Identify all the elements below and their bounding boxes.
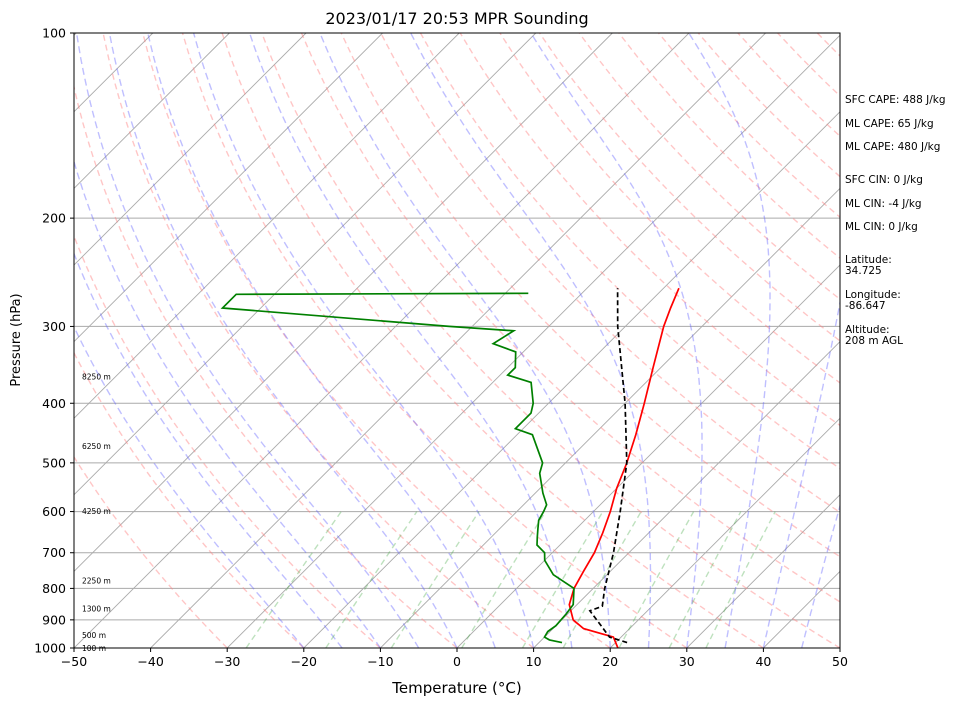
longitude-value: -86.647 <box>845 300 886 312</box>
mixing-ratio-line <box>562 511 642 648</box>
moist-adiabat-line <box>74 159 381 648</box>
y-tick-label: 500 <box>42 455 66 470</box>
height-label: 2250 m <box>82 577 111 586</box>
mixing-ratio-line <box>461 511 547 648</box>
dry-adiabat-line <box>181 33 688 648</box>
mixing-ratio-line <box>325 511 418 648</box>
moist-adiabat-line <box>688 33 771 648</box>
axes: −50 −40 −30 −20 −10 0 10 20 30 40 50 1000 900 800 700 6… <box>34 26 848 670</box>
y-axis-label: Pressure (hPa) <box>9 293 24 386</box>
x-tick-label: 20 <box>602 654 618 669</box>
x-axis-label: Temperature (°C) <box>391 679 521 697</box>
isotherm-line <box>380 187 840 648</box>
dry-adiabat-line <box>102 33 535 648</box>
x-tick-label: −30 <box>214 654 240 669</box>
moist-adiabat-line <box>75 33 420 648</box>
y-tick-label: 900 <box>42 612 66 627</box>
moist-adiabat-line <box>801 503 840 648</box>
height-label: 1300 m <box>82 605 111 614</box>
background-lines <box>74 33 840 648</box>
isotherm-line <box>456 264 840 648</box>
dry-adiabat-line <box>74 351 305 648</box>
y-tick-label: 600 <box>42 504 66 519</box>
x-tick-label: 40 <box>755 654 771 669</box>
moist-adiabat-line <box>147 33 496 648</box>
y-tick-label: 1000 <box>34 641 66 656</box>
dry-adiabat-line <box>142 33 611 648</box>
y-tick-label: 400 <box>42 396 66 411</box>
x-tick-label: −40 <box>137 654 163 669</box>
height-label: 4250 m <box>82 507 111 516</box>
isotherm-line <box>74 33 613 573</box>
y-tick-label: 800 <box>42 581 66 596</box>
moist-adiabat-line <box>192 33 535 648</box>
latitude-label: Latitude: <box>845 254 892 266</box>
height-label: 6250 m <box>82 442 111 451</box>
isotherm-line <box>303 111 840 648</box>
dewpoint-line <box>220 292 575 644</box>
dry-adiabat-line <box>578 33 840 301</box>
moist-adiabat-line <box>410 33 652 648</box>
x-tick-label: 30 <box>679 654 695 669</box>
sfc-cin-text: SFC CIN: 0 J/kg <box>845 174 923 186</box>
x-tick-label: −20 <box>291 654 317 669</box>
dry-adiabat-line <box>74 234 381 648</box>
ml-cin-text-2: ML CIN: 0 J/kg <box>845 221 918 233</box>
isotherm-line <box>533 340 840 648</box>
mixing-ratio-line <box>521 511 604 648</box>
y-tick-label: 100 <box>42 26 66 41</box>
height-label: 500 m <box>82 631 106 640</box>
temperature-line <box>568 287 680 648</box>
y-tick-label: 200 <box>42 211 66 226</box>
moist-adiabat-line <box>530 33 703 648</box>
dry-adiabat-line <box>74 84 458 648</box>
y-tick-label: 300 <box>42 319 66 334</box>
x-tick-label: 0 <box>453 654 461 669</box>
isotherm-line <box>74 33 537 496</box>
sfc-cape-text: SFC CAPE: 488 J/kg <box>845 94 946 106</box>
parcel-path-line <box>588 288 628 644</box>
isotherm-line <box>609 417 840 648</box>
mixing-ratio-line <box>618 511 695 648</box>
isotherm-line <box>74 33 460 419</box>
x-tick-label: −10 <box>367 654 393 669</box>
isotherm-line <box>150 33 766 648</box>
height-label: 8250 m <box>82 373 111 382</box>
mixing-ratio-line <box>705 511 776 648</box>
ml-cin-text: ML CIN: -4 J/kg <box>845 198 922 210</box>
isotherm-line <box>226 34 840 648</box>
mixing-ratio-line <box>668 511 742 648</box>
moist-adiabat-line <box>108 33 458 648</box>
altitude-value: 208 m AGL <box>845 335 903 347</box>
longitude-label: Longitude: <box>845 289 901 301</box>
isotherm-line <box>686 494 840 648</box>
ml-cape-text-2: ML CAPE: 480 J/kg <box>845 141 941 153</box>
moist-adiabat-line <box>762 298 840 648</box>
isotherm-line <box>74 33 230 190</box>
moist-adiabat-line <box>248 33 573 648</box>
altitude-label: Altitude: <box>845 324 890 336</box>
data-lines <box>220 287 680 648</box>
latitude-value: 34.725 <box>845 265 882 277</box>
chart-title: 2023/01/17 20:53 MPR Sounding <box>325 9 588 28</box>
isotherm-line <box>74 33 690 648</box>
mixing-ratio-line <box>390 511 480 648</box>
x-tick-label: 50 <box>832 654 848 669</box>
mixing-ratio-line <box>245 511 342 648</box>
moist-adiabat-line <box>74 251 343 648</box>
isotherm-line <box>74 33 307 266</box>
y-tick-label: 700 <box>42 545 66 560</box>
isotherm-line <box>74 33 383 343</box>
plot-area <box>74 33 840 648</box>
x-tick-label: 10 <box>526 654 542 669</box>
moist-adiabat-line <box>74 325 305 648</box>
ml-cape-text: ML CAPE: 65 J/kg <box>845 118 934 130</box>
dry-adiabat-line <box>261 33 840 648</box>
x-tick-label: −50 <box>61 654 87 669</box>
